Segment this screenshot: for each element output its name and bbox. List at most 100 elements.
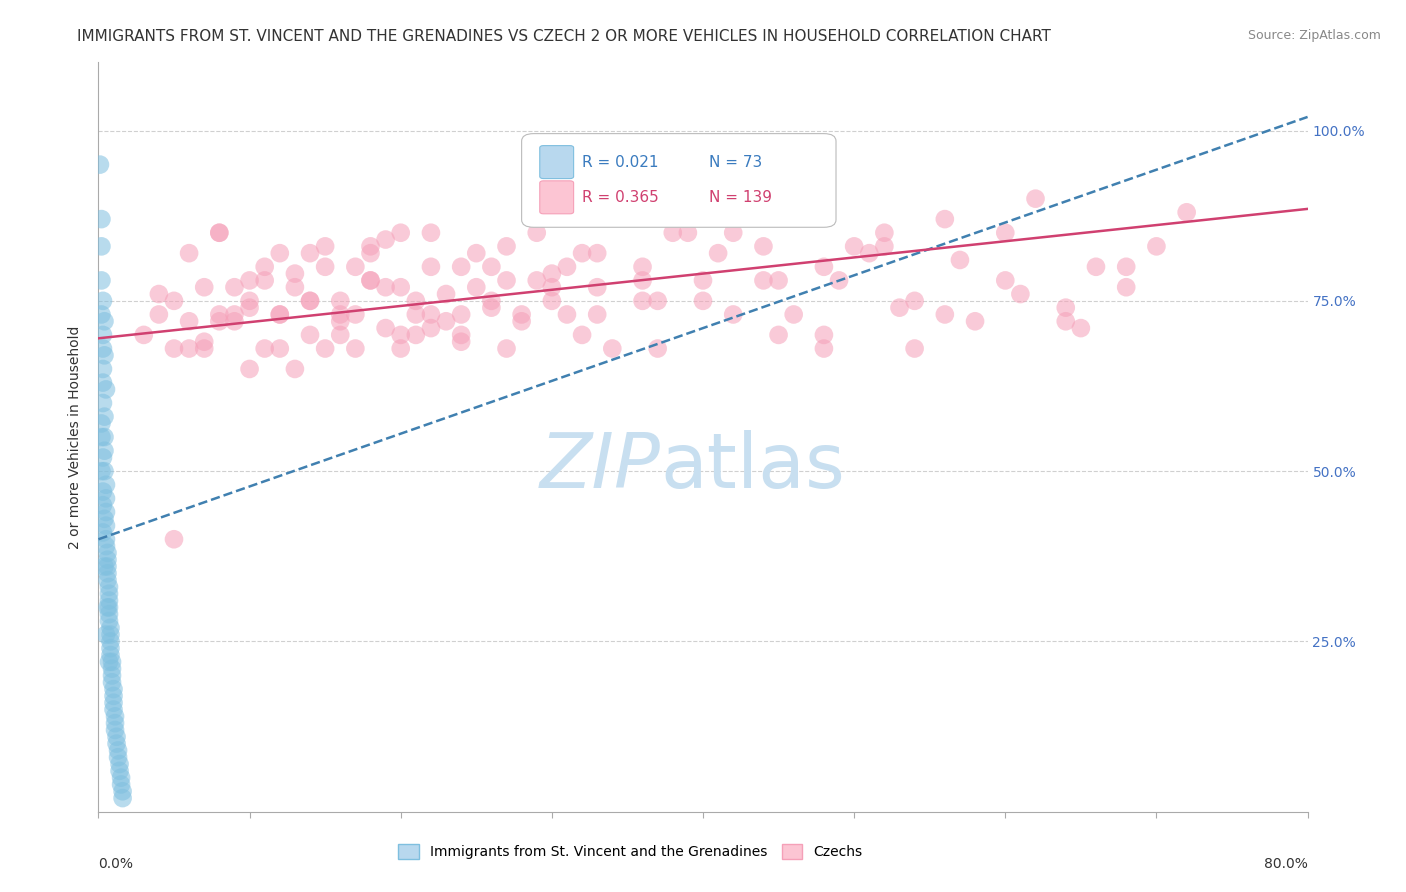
Point: [90, 212, 112, 227]
Point: [647, 293, 669, 308]
Point: [94, 533, 117, 547]
Point: [1085, 260, 1108, 274]
Point: [253, 260, 276, 274]
Point: [208, 308, 231, 322]
Point: [96, 566, 118, 581]
Point: [94, 505, 117, 519]
Point: [253, 342, 276, 356]
Point: [269, 308, 291, 322]
Point: [91, 376, 114, 390]
Text: 0.0%: 0.0%: [98, 856, 134, 871]
Point: [405, 327, 427, 342]
Point: [105, 737, 128, 751]
Text: atlas: atlas: [661, 430, 845, 504]
Point: [994, 273, 1017, 287]
Point: [873, 226, 896, 240]
Point: [1175, 205, 1198, 219]
Point: [269, 308, 291, 322]
Point: [89, 158, 111, 172]
Point: [91, 362, 114, 376]
Point: [828, 273, 851, 287]
Point: [555, 260, 578, 274]
Point: [1054, 301, 1077, 315]
Point: [111, 784, 134, 798]
Point: [101, 662, 124, 676]
Point: [179, 246, 201, 260]
Point: [103, 682, 125, 697]
Point: [586, 246, 609, 260]
Point: [389, 327, 412, 342]
Point: [90, 464, 112, 478]
Point: [752, 239, 775, 253]
Point: [103, 689, 125, 703]
Point: [179, 342, 201, 356]
Point: [98, 607, 121, 622]
Point: [481, 301, 503, 315]
Text: N = 73: N = 73: [709, 154, 762, 169]
Point: [616, 178, 638, 192]
Point: [93, 348, 115, 362]
Point: [344, 308, 367, 322]
Point: [101, 655, 124, 669]
Point: [91, 342, 114, 356]
Point: [965, 314, 987, 328]
Point: [723, 308, 745, 322]
Point: [934, 308, 956, 322]
Point: [98, 593, 121, 607]
Point: [90, 308, 112, 322]
Point: [284, 362, 307, 376]
Point: [179, 314, 201, 328]
Point: [91, 498, 114, 512]
Point: [93, 512, 115, 526]
Point: [90, 273, 112, 287]
Point: [98, 600, 121, 615]
FancyBboxPatch shape: [540, 145, 574, 178]
Point: [93, 464, 115, 478]
Point: [284, 280, 307, 294]
Point: [193, 334, 215, 349]
Point: [93, 559, 115, 574]
Point: [104, 723, 127, 737]
Point: [98, 580, 121, 594]
Point: [904, 293, 927, 308]
Point: [586, 280, 609, 294]
Point: [813, 342, 835, 356]
Point: [224, 280, 246, 294]
Point: [873, 239, 896, 253]
Point: [360, 239, 382, 253]
Point: [284, 267, 307, 281]
Point: [374, 233, 396, 247]
Point: [540, 267, 562, 281]
Point: [844, 239, 866, 253]
Point: [481, 260, 503, 274]
Point: [768, 327, 790, 342]
Point: [224, 308, 246, 322]
Point: [96, 573, 118, 587]
Point: [104, 709, 127, 723]
Point: [329, 314, 352, 328]
Point: [994, 226, 1017, 240]
Point: [100, 621, 122, 635]
Point: [299, 293, 322, 308]
Point: [208, 314, 231, 328]
Point: [193, 280, 215, 294]
Text: N = 139: N = 139: [709, 190, 772, 205]
Text: R = 0.021: R = 0.021: [582, 154, 658, 169]
Point: [420, 260, 443, 274]
Point: [783, 308, 806, 322]
Point: [239, 301, 262, 315]
Point: [540, 280, 562, 294]
Point: [540, 293, 562, 308]
Point: [692, 273, 714, 287]
Text: Source: ZipAtlas.com: Source: ZipAtlas.com: [1247, 29, 1381, 42]
Point: [389, 342, 412, 356]
Point: [813, 327, 835, 342]
Point: [692, 293, 714, 308]
Point: [93, 314, 115, 328]
Point: [91, 525, 114, 540]
Point: [104, 716, 127, 731]
Point: [510, 314, 533, 328]
Point: [91, 293, 114, 308]
Point: [96, 552, 118, 566]
Point: [360, 246, 382, 260]
